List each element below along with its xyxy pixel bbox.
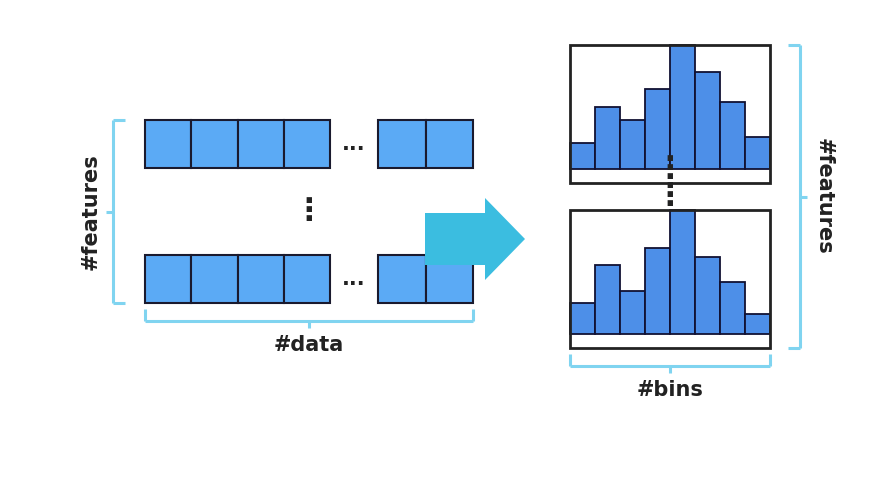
Bar bbox=[670, 45, 695, 169]
Bar bbox=[145, 120, 191, 168]
Bar bbox=[426, 255, 473, 303]
Bar bbox=[570, 142, 595, 169]
Text: ⋮: ⋮ bbox=[293, 197, 324, 226]
Bar bbox=[645, 248, 670, 334]
Bar bbox=[426, 120, 473, 168]
Text: #features: #features bbox=[814, 138, 834, 255]
Bar bbox=[645, 89, 670, 169]
Bar bbox=[695, 257, 720, 334]
Bar bbox=[378, 255, 426, 303]
Text: ...: ... bbox=[342, 269, 365, 289]
Bar bbox=[378, 120, 426, 168]
Text: #features: #features bbox=[81, 153, 101, 270]
Bar bbox=[237, 120, 284, 168]
Bar bbox=[720, 282, 745, 334]
Bar bbox=[570, 303, 595, 334]
Text: ⋮: ⋮ bbox=[655, 154, 685, 184]
Bar bbox=[745, 137, 770, 169]
Text: #data: #data bbox=[274, 335, 344, 355]
Bar bbox=[720, 102, 745, 169]
Bar bbox=[595, 107, 620, 169]
Bar bbox=[145, 255, 191, 303]
Bar bbox=[284, 120, 330, 168]
Text: ...: ... bbox=[342, 134, 365, 154]
Text: #bins: #bins bbox=[637, 380, 703, 400]
Bar bbox=[570, 210, 770, 348]
Bar bbox=[284, 255, 330, 303]
Bar bbox=[237, 255, 284, 303]
Bar bbox=[570, 45, 770, 183]
Bar bbox=[745, 314, 770, 334]
Bar bbox=[191, 255, 237, 303]
Bar bbox=[620, 120, 645, 169]
Bar bbox=[695, 72, 720, 169]
Bar bbox=[620, 291, 645, 334]
Bar bbox=[595, 265, 620, 334]
Bar bbox=[670, 210, 695, 334]
Bar bbox=[191, 120, 237, 168]
FancyArrow shape bbox=[425, 198, 525, 280]
Text: ⋮: ⋮ bbox=[655, 182, 685, 211]
